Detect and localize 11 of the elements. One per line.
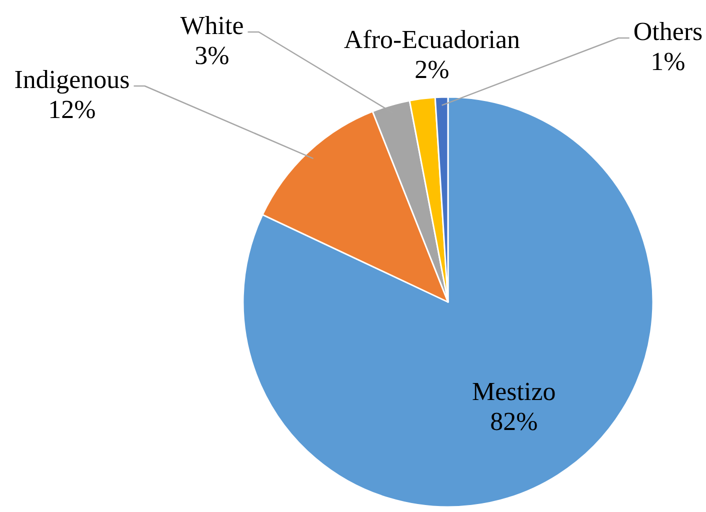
slice-label: White (180, 11, 244, 40)
slice-label: Indigenous (14, 65, 130, 94)
slice-label: Mestizo (472, 376, 556, 406)
data-label: 2% (414, 55, 450, 84)
slice-label: Afro-Ecuadorian (344, 25, 520, 54)
pie-slice (242, 96, 654, 508)
data-label: 82% (490, 406, 538, 436)
slice-label: Others (633, 17, 703, 46)
data-label: 3% (194, 41, 230, 70)
data-label: 12% (48, 95, 96, 124)
data-label: 1% (650, 47, 686, 76)
